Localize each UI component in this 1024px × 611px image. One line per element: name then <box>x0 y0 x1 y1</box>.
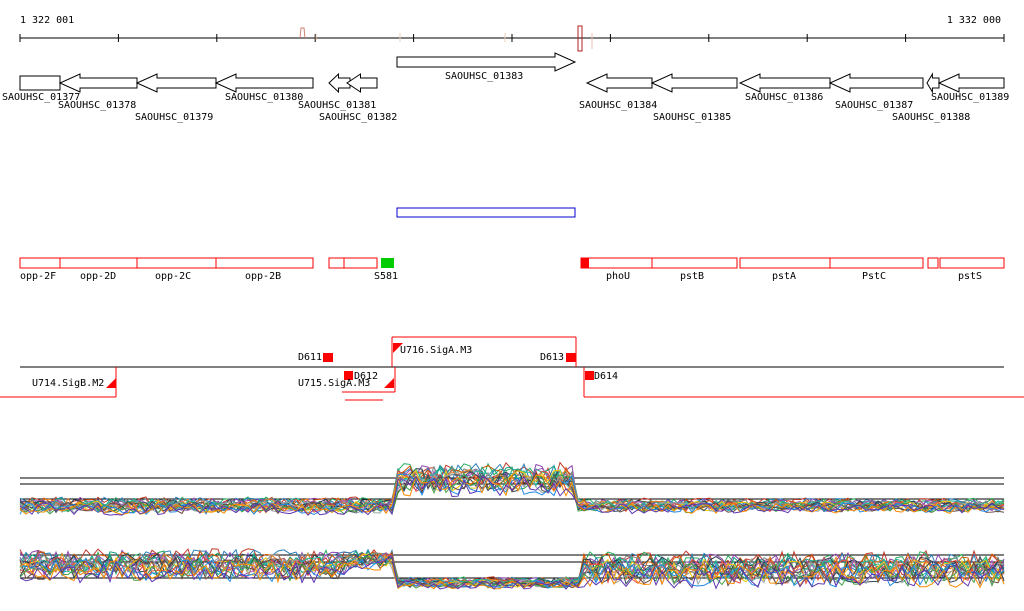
segment-flag <box>393 343 403 353</box>
annotation-label: PstC <box>862 271 886 282</box>
gene-label: SAOUHSC_01387 <box>835 100 913 111</box>
ruler-marker <box>299 27 306 39</box>
annotation-box[interactable] <box>59 257 138 269</box>
annotation-box[interactable] <box>328 257 345 269</box>
gene-arrow[interactable] <box>926 72 940 94</box>
annotation-box[interactable] <box>739 257 831 269</box>
gene-arrow[interactable] <box>396 52 577 72</box>
ruler-marker <box>577 25 583 52</box>
ruler-ticks <box>19 34 1005 42</box>
annotation-label: pstA <box>772 271 796 282</box>
gene-label: SAOUHSC_01378 <box>58 100 136 111</box>
gene-label: SAOUHSC_01383 <box>445 71 523 82</box>
annotation-label: opp-2D <box>80 271 116 282</box>
gene-label: SAOUHSC_01381 <box>298 100 376 111</box>
gene-label: SAOUHSC_01385 <box>653 112 731 123</box>
gene-arrow[interactable] <box>346 73 378 93</box>
expression-profile <box>19 462 1005 510</box>
annotation-label: phoU <box>606 271 630 282</box>
gene-arrow[interactable] <box>650 73 738 93</box>
gene-label: SAOUHSC_01384 <box>579 100 657 111</box>
gene-arrow[interactable] <box>19 75 61 91</box>
expression-profile <box>19 556 1005 590</box>
gene-label: SAOUHSC_01380 <box>225 92 303 103</box>
ruler-markers <box>299 25 593 52</box>
expression-profile <box>19 468 1005 513</box>
annotation-label: opp-2C <box>155 271 191 282</box>
ruler-track: 1 322 001 1 332 000 <box>19 15 1005 52</box>
gene-label: SAOUHSC_01388 <box>892 112 970 123</box>
gene-arrow[interactable] <box>738 73 831 93</box>
segment-marker <box>566 353 576 362</box>
expression-profile <box>19 472 1005 516</box>
annotation-box[interactable] <box>381 258 394 268</box>
gene-label: SAOUHSC_01382 <box>319 112 397 123</box>
annotation-box[interactable] <box>215 257 314 269</box>
expression-track-upper <box>19 461 1005 516</box>
segment-track: U714.SigB.M2 D611 D612 U715.SigA.M3 U716… <box>0 336 1024 401</box>
gene-arrow[interactable] <box>828 73 924 93</box>
gene-arrow[interactable] <box>585 73 653 93</box>
expression-profile <box>19 475 1005 516</box>
gene-label: SAOUHSC_01377 <box>2 92 80 103</box>
gene-label: SAOUHSC_01379 <box>135 112 213 123</box>
annotation-box[interactable] <box>580 257 653 269</box>
segment-marker <box>585 371 594 380</box>
annotation-marker <box>581 258 589 268</box>
expression-profile <box>19 473 1005 516</box>
gene-arrow[interactable] <box>328 72 351 94</box>
annotation-box[interactable] <box>829 257 924 269</box>
ruler-start-label: 1 322 001 <box>20 15 74 26</box>
gene-arrow[interactable] <box>58 73 138 93</box>
annotation-label: pstS <box>958 271 982 282</box>
segment-marker <box>323 353 333 362</box>
annotation-label: opp-2B <box>245 271 281 282</box>
selection-box[interactable] <box>396 207 576 218</box>
annotation-box[interactable] <box>136 257 217 269</box>
annotation-box[interactable] <box>651 257 738 269</box>
segment-flag <box>106 378 116 388</box>
expression-profiles <box>19 461 1005 516</box>
segment-marker <box>344 371 353 380</box>
annotation-label: S581 <box>374 271 398 282</box>
annotation-box[interactable] <box>939 257 1005 269</box>
expression-profile <box>19 555 1005 590</box>
gene-label: SAOUHSC_01389 <box>931 92 1009 103</box>
segment-label: D613 <box>540 352 564 363</box>
annotation-track: opp-2F opp-2D opp-2C opp-2B S581 phoU pstB pstA… <box>19 257 1005 282</box>
annotation-box[interactable] <box>19 257 61 269</box>
segment-label: U715.SigA.M3 <box>298 378 370 389</box>
segment-label: D614 <box>594 371 618 382</box>
gene-arrow[interactable] <box>937 73 1005 93</box>
ruler-end-label: 1 332 000 <box>947 15 1001 26</box>
annotation-box[interactable] <box>343 257 378 269</box>
annotation-label: opp-2F <box>20 271 56 282</box>
segment-label: D612 <box>354 371 378 382</box>
gene-arrow[interactable] <box>135 73 217 93</box>
expression-profile <box>19 557 1005 590</box>
annotation-label: pstB <box>680 271 704 282</box>
gene-arrow[interactable] <box>214 73 314 93</box>
expression-track-lower <box>19 548 1005 590</box>
expression-profile <box>19 472 1005 515</box>
segment-label: U716.SigA.M3 <box>400 345 472 356</box>
segment-flag <box>384 378 394 388</box>
gene-label: SAOUHSC_01386 <box>745 92 823 103</box>
expression-profiles <box>19 548 1005 590</box>
annotation-box[interactable] <box>927 257 939 269</box>
segment-label: D611 <box>298 352 322 363</box>
segment-label: U714.SigB.M2 <box>32 378 104 389</box>
